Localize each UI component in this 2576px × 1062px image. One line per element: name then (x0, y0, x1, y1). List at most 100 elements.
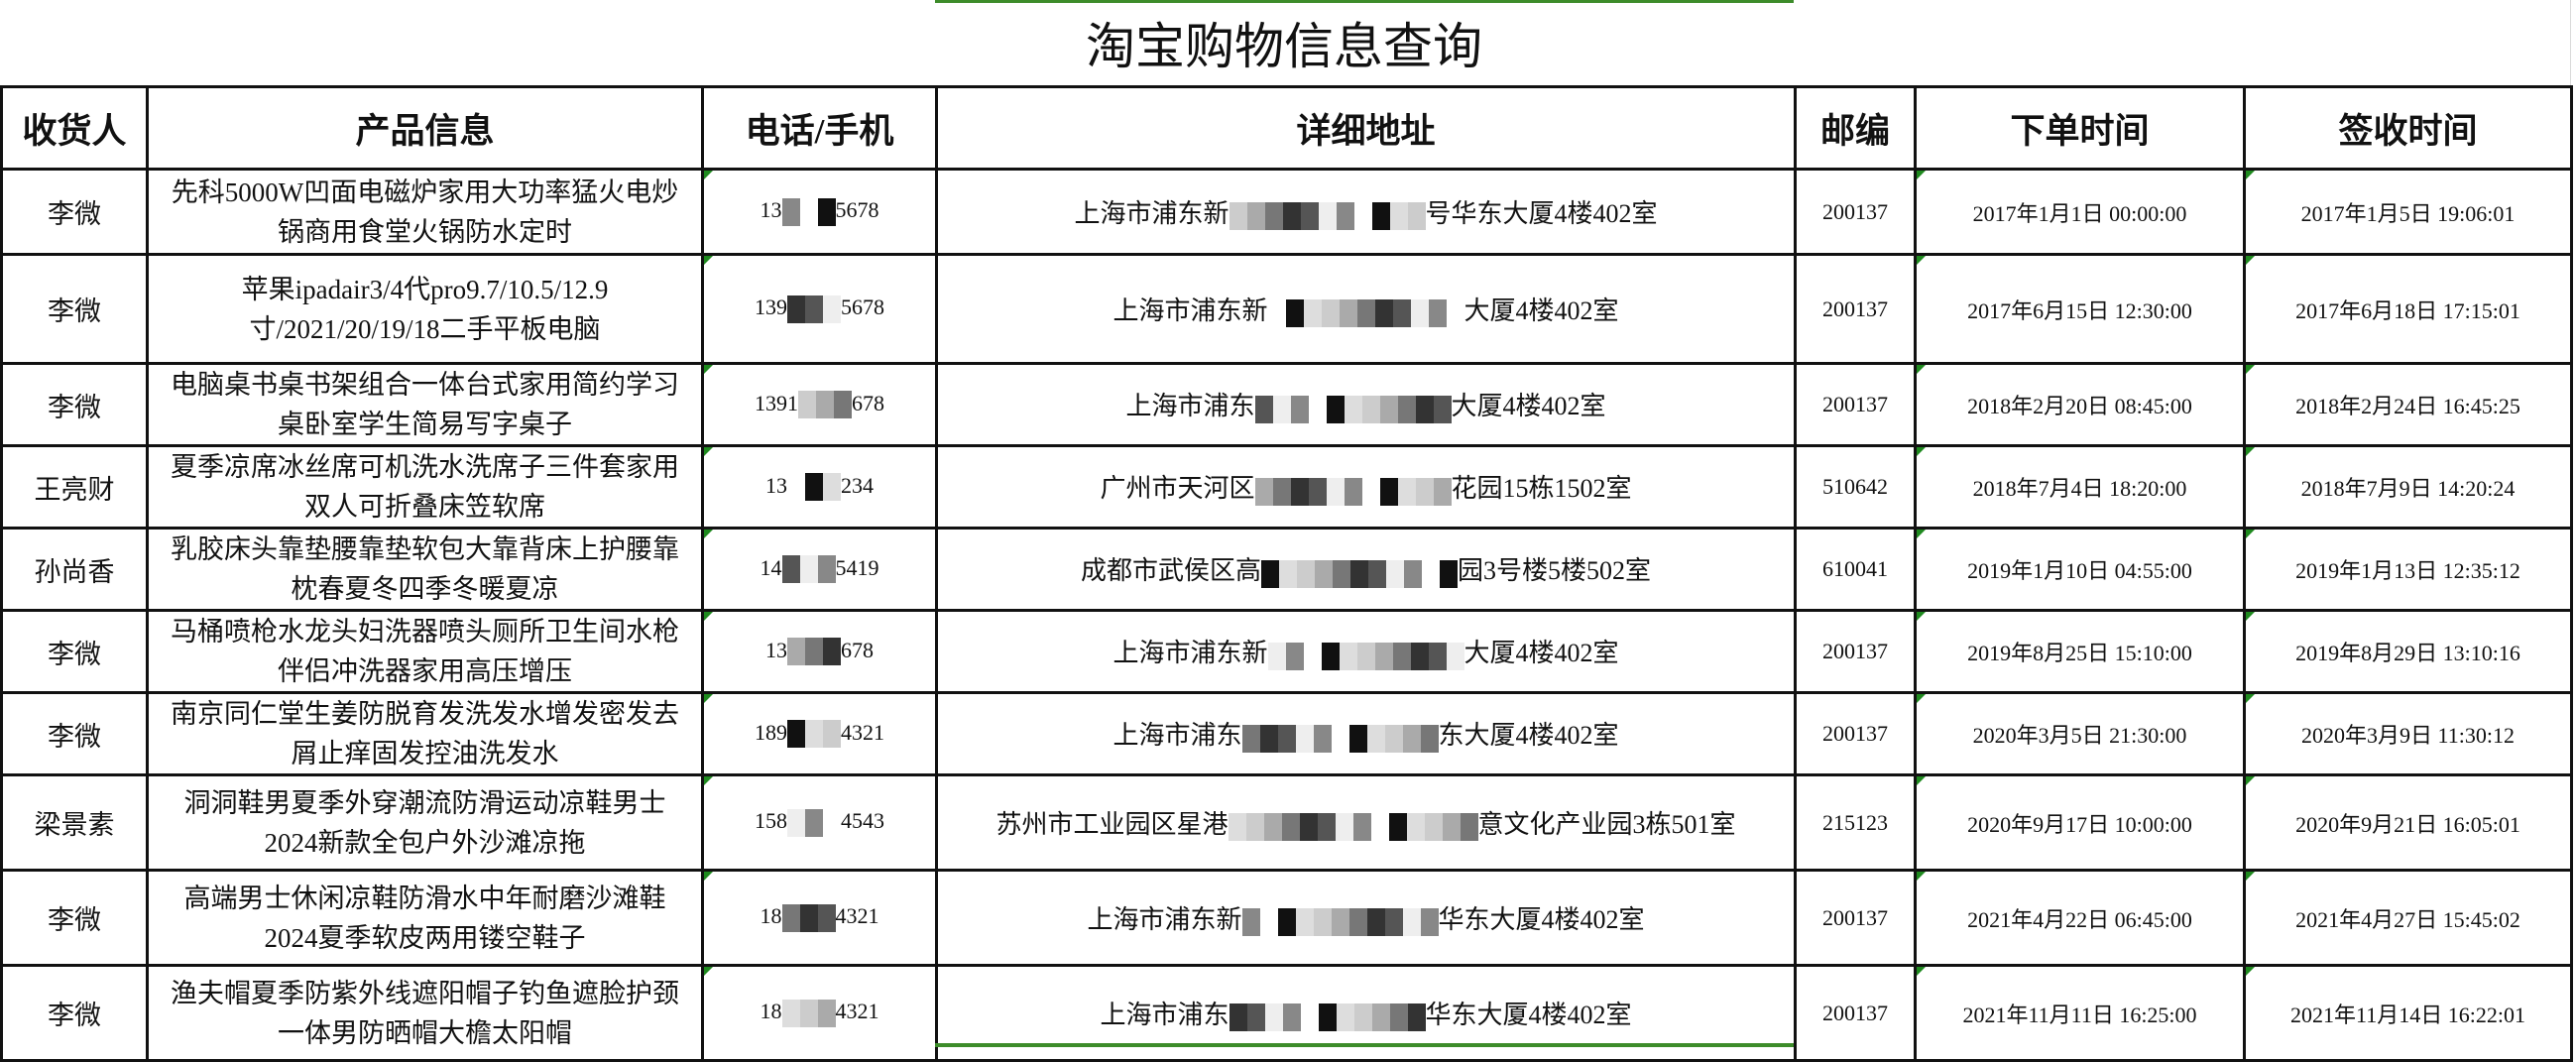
product-cell[interactable]: 电脑桌书桌书架组合一体台式家用简约学习桌卧室学生简易写字桌子 (146, 362, 704, 447)
product-cell[interactable]: 高端男士休闲凉鞋防滑水中年耐磨沙滩鞋2024夏季软皮两用镂空鞋子 (146, 869, 704, 967)
zip-cell[interactable]: 200137 (1794, 691, 1917, 776)
sign-time-cell[interactable]: 2019年8月29日 13:10:16 (2243, 609, 2573, 694)
sign-time-cell[interactable]: 2017年1月5日 19:06:01 (2243, 168, 2573, 256)
header-phone[interactable]: 电话/手机 (701, 85, 938, 171)
order-time-cell[interactable]: 2021年4月22日 06:45:00 (1914, 869, 2246, 967)
table-row: 李微 高端男士休闲凉鞋防滑水中年耐磨沙滩鞋2024夏季软皮两用镂空鞋子 18 4321… (0, 869, 2573, 967)
address-cell[interactable]: 上海市浦东 大厦4楼402室 (935, 362, 1797, 447)
phone-cell[interactable]: 18 4321 (701, 869, 938, 967)
recipient-cell[interactable]: 李微 (0, 168, 149, 256)
product-cell[interactable]: 渔夫帽夏季防紫外线遮阳帽子钓鱼遮脸护颈一体男防晒帽大檐太阳帽 (146, 964, 704, 1062)
phone-cell[interactable]: 158 4543 (701, 773, 938, 872)
recipient-name: 李微 (48, 721, 101, 752)
phone-end: 5419 (835, 554, 879, 580)
phone-end: 234 (841, 472, 874, 498)
recipient-cell[interactable]: 李微 (0, 691, 149, 776)
phone-start: 13 (765, 472, 787, 498)
orders-table: 收货人 产品信息 电话/手机 详细地址 邮编 下单时间 签收时间 李微 先科500… (0, 85, 2573, 1062)
sign-time-cell[interactable]: 2021年4月27日 15:45:02 (2243, 869, 2573, 967)
table-row: 梁景素 洞洞鞋男夏季外穿潮流防滑运动凉鞋男士2024新款全包户外沙滩凉拖 158 45… (0, 773, 2573, 872)
order-time-cell[interactable]: 2018年7月4日 18:20:00 (1914, 444, 2246, 530)
product-cell[interactable]: 夏季凉席冰丝席可机洗水洗席子三件套家用双人可折叠床笠软席 (146, 444, 704, 530)
address-cell[interactable]: 上海市浦东新 大厦4楼402室 (935, 253, 1797, 365)
order-time-cell[interactable]: 2021年11月11日 16:25:00 (1914, 964, 2246, 1062)
selected-cell-border-bottom (935, 1043, 1794, 1047)
address-cell[interactable]: 苏州市工业园区星港 意文化产业园3栋501室 (935, 773, 1797, 872)
zip-cell[interactable]: 200137 (1794, 253, 1917, 365)
address-cell[interactable]: 广州市天河区 花园15栋1502室 (935, 444, 1797, 530)
phone-cell[interactable]: 13 678 (701, 609, 938, 694)
header-product[interactable]: 产品信息 (146, 85, 704, 171)
phone-cell[interactable]: 13 5678 (701, 168, 938, 256)
order-time-cell[interactable]: 2020年9月17日 10:00:00 (1914, 773, 2246, 872)
phone-cell[interactable]: 139 5678 (701, 253, 938, 365)
order-time-cell[interactable]: 2018年2月20日 08:45:00 (1914, 362, 2246, 447)
order-time-cell[interactable]: 2019年8月25日 15:10:00 (1914, 609, 2246, 694)
zip-cell[interactable]: 200137 (1794, 869, 1917, 967)
phone-cell[interactable]: 18 4321 (701, 964, 938, 1062)
product-cell[interactable]: 洞洞鞋男夏季外穿潮流防滑运动凉鞋男士2024新款全包户外沙滩凉拖 (146, 773, 704, 872)
zip-cell[interactable]: 200137 (1794, 609, 1917, 694)
header-sign-time[interactable]: 签收时间 (2243, 85, 2573, 171)
phone-cell[interactable]: 1391 678 (701, 362, 938, 447)
recipient-cell[interactable]: 李微 (0, 253, 149, 365)
zip-code: 200137 (1822, 721, 1888, 746)
product-info: 南京同仁堂生姜防脱育发洗发水增发密发去屑止痒固发控油洗发水 (171, 699, 679, 768)
sign-time-cell[interactable]: 2021年11月14日 16:22:01 (2243, 964, 2573, 1062)
zip-cell[interactable]: 200137 (1794, 362, 1917, 447)
zip-cell[interactable]: 200137 (1794, 168, 1917, 256)
address-cell[interactable]: 上海市浦东新 号华东大厦4楼402室 (935, 168, 1797, 256)
zip-cell[interactable]: 200137 (1794, 964, 1917, 1062)
order-time-cell[interactable]: 2020年3月5日 21:30:00 (1914, 691, 2246, 776)
order-time-cell[interactable]: 2017年1月1日 00:00:00 (1914, 168, 2246, 256)
phone-cell[interactable]: 14 5419 (701, 527, 938, 612)
recipient-cell[interactable]: 李微 (0, 362, 149, 447)
sign-time-cell[interactable]: 2019年1月13日 12:35:12 (2243, 527, 2573, 612)
order-time: 2021年4月22日 06:45:00 (1967, 906, 2192, 932)
address-cell[interactable]: 上海市浦东新 大厦4楼402室 (935, 609, 1797, 694)
product-info: 马桶喷枪水龙头妇洗器喷头厕所卫生间水枪伴侣冲洗器家用高压增压 (171, 617, 679, 686)
order-time-cell[interactable]: 2017年6月15日 12:30:00 (1914, 253, 2246, 365)
order-time: 2019年1月10日 04:55:00 (1967, 558, 2192, 583)
address-cell[interactable]: 上海市浦东 东大厦4楼402室 (935, 691, 1797, 776)
product-cell[interactable]: 苹果ipadair3/4代pro9.7/10.5/12.9寸/2021/20/1… (146, 253, 704, 365)
product-cell[interactable]: 马桶喷枪水龙头妇洗器喷头厕所卫生间水枪伴侣冲洗器家用高压增压 (146, 609, 704, 694)
address-end: 华东大厦4楼402室 (1438, 904, 1645, 934)
product-cell[interactable]: 乳胶床头靠垫腰靠垫软包大靠背床上护腰靠枕春夏冬四季冬暖夏凉 (146, 527, 704, 612)
header-zip[interactable]: 邮编 (1794, 85, 1917, 171)
phone-start: 1391 (755, 390, 798, 415)
header-address[interactable]: 详细地址 (935, 85, 1797, 171)
recipient-cell[interactable]: 李微 (0, 964, 149, 1062)
sign-time-cell[interactable]: 2018年2月24日 16:45:25 (2243, 362, 2573, 447)
zip-code: 510642 (1822, 474, 1888, 499)
sign-time-cell[interactable]: 2017年6月18日 17:15:01 (2243, 253, 2573, 365)
phone-cell[interactable]: 13 234 (701, 444, 938, 530)
sign-time-cell[interactable]: 2020年3月9日 11:30:12 (2243, 691, 2573, 776)
order-time-cell[interactable]: 2019年1月10日 04:55:00 (1914, 527, 2246, 612)
sign-time: 2021年11月14日 16:22:01 (2290, 1002, 2525, 1027)
redaction-mosaic (1261, 559, 1458, 588)
sign-time-cell[interactable]: 2020年9月21日 16:05:01 (2243, 773, 2573, 872)
sign-time: 2019年1月13日 12:35:12 (2295, 558, 2520, 583)
phone-cell[interactable]: 189 4321 (701, 691, 938, 776)
product-cell[interactable]: 先科5000W凹面电磁炉家用大功率猛火电炒锅商用食堂火锅防水定时 (146, 168, 704, 256)
recipient-cell[interactable]: 梁景素 (0, 773, 149, 872)
address-cell[interactable]: 成都市武侯区高 园3号楼5楼502室 (935, 527, 1797, 612)
zip-cell[interactable]: 215123 (1794, 773, 1917, 872)
header-order-time[interactable]: 下单时间 (1914, 85, 2246, 171)
address-cell[interactable]: 上海市浦东新 华东大厦4楼402室 (935, 869, 1797, 967)
zip-cell[interactable]: 610041 (1794, 527, 1917, 612)
phone-end: 5678 (835, 197, 879, 223)
recipient-cell[interactable]: 王亮财 (0, 444, 149, 530)
recipient-cell[interactable]: 李微 (0, 609, 149, 694)
recipient-cell[interactable]: 孙尚香 (0, 527, 149, 612)
product-cell[interactable]: 南京同仁堂生姜防脱育发洗发水增发密发去屑止痒固发控油洗发水 (146, 691, 704, 776)
order-time: 2020年9月17日 10:00:00 (1967, 811, 2192, 837)
recipient-cell[interactable]: 李微 (0, 869, 149, 967)
redaction-mosaic (781, 903, 836, 932)
address-start: 上海市浦东新 (1112, 295, 1268, 325)
header-recipient[interactable]: 收货人 (0, 85, 149, 171)
zip-cell[interactable]: 510642 (1794, 444, 1917, 530)
sign-time-cell[interactable]: 2018年7月9日 14:20:24 (2243, 444, 2573, 530)
recipient-name: 李微 (48, 392, 101, 422)
